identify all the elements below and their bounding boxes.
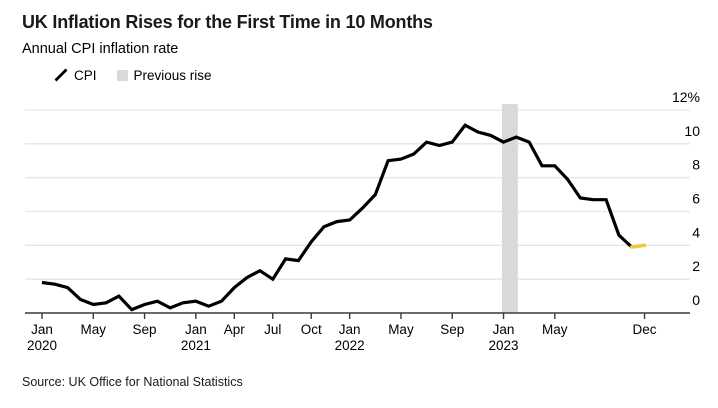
x-axis-tick-label: Jan	[339, 322, 361, 337]
x-axis-tick-label: Sep	[440, 322, 464, 337]
x-axis-tick-label: Jan	[493, 322, 515, 337]
y-axis-tick-label: 8	[692, 157, 700, 173]
x-axis-tick-label: May	[388, 322, 414, 337]
y-axis-tick-label: 0	[692, 292, 700, 308]
y-axis-tick-label: 4	[692, 224, 700, 240]
x-axis-tick-label: Dec	[633, 322, 657, 337]
y-axis-tick-label: 12%	[672, 89, 700, 105]
page-title: UK Inflation Rises for the First Time in…	[22, 12, 433, 32]
x-axis-tick-year: 2023	[488, 338, 518, 353]
legend-label-cpi: CPI	[74, 67, 97, 83]
y-axis-tick-label: 6	[692, 190, 700, 206]
cpi-line	[41, 123, 633, 312]
x-axis-tick-label: Jan	[31, 322, 53, 337]
previous-rise-band	[502, 104, 518, 313]
legend-item-previous-rise: Previous rise	[116, 67, 212, 83]
source-note: Source: UK Office for National Statistic…	[22, 375, 243, 389]
y-axis-tick-label: 2	[692, 258, 700, 274]
x-axis-tick-label: Sep	[133, 322, 157, 337]
x-axis-tick-label: Oct	[301, 322, 322, 337]
x-axis-tick-year: 2020	[27, 338, 57, 353]
legend-item-cpi: CPI	[54, 68, 97, 83]
x-axis-tick-label: May	[81, 322, 107, 337]
cpi-line-highlight	[629, 243, 647, 249]
previous-rise-swatch-icon	[116, 69, 128, 81]
chart-legend: CPI Previous rise	[54, 66, 212, 84]
x-axis-tick-label: Jul	[264, 322, 281, 337]
x-axis-tick-year: 2021	[181, 338, 211, 353]
x-axis-tick-year: 2022	[335, 338, 365, 353]
x-axis-tick-label: Jan	[185, 322, 207, 337]
legend-label-previous-rise: Previous rise	[133, 67, 212, 83]
chart-subtitle: Annual CPI inflation rate	[22, 41, 179, 57]
cpi-line-swatch-icon	[54, 68, 68, 82]
x-axis-tick-label: May	[542, 322, 568, 337]
x-axis-tick-label: Apr	[224, 322, 246, 337]
y-axis-tick-label: 10	[684, 123, 700, 139]
